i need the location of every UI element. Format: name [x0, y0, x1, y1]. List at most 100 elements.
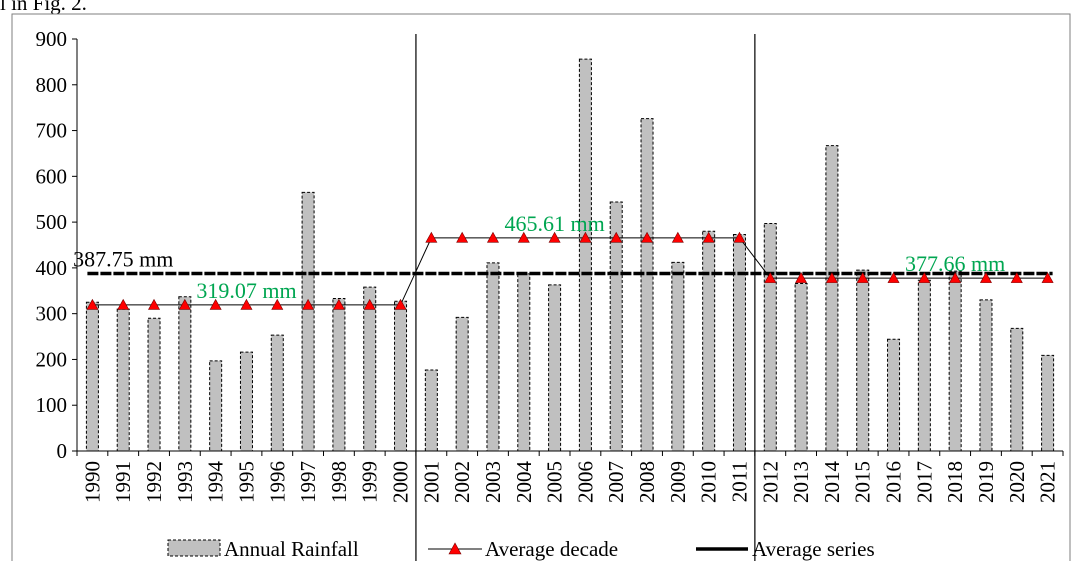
chart-border [11, 13, 1071, 561]
x-tick-label: 2011 [727, 461, 751, 502]
y-tick-label: 0 [57, 439, 68, 463]
x-tick-label: 2018 [943, 461, 967, 503]
bar-1990 [85, 301, 99, 452]
x-tick-label: 2016 [882, 461, 906, 503]
legend-swatch-average-decade-marker [448, 542, 462, 555]
annotation-label: 465.61 mm [504, 211, 604, 236]
decade-marker-2005 [548, 231, 561, 243]
y-tick-label: 500 [36, 210, 68, 234]
decade-marker-2012 [764, 271, 777, 283]
x-tick-label: 1998 [327, 461, 351, 503]
x-tick-label: 2001 [419, 461, 443, 503]
decade-marker-1992 [148, 298, 161, 310]
bar-2014 [825, 145, 839, 452]
decade-marker-2003 [486, 231, 499, 243]
decade-marker-1991 [117, 298, 130, 310]
x-tick-label: 1990 [80, 461, 104, 503]
x-tick-label: 2019 [974, 461, 998, 503]
decade-marker-2020 [1010, 271, 1023, 283]
bar-2000 [394, 300, 408, 452]
x-tick-label: 2013 [789, 461, 813, 503]
x-tick-label: 2020 [1005, 461, 1029, 503]
decade-marker-2001 [425, 231, 438, 243]
bar-1997 [301, 191, 315, 452]
x-tick-label: 2014 [820, 461, 844, 504]
x-tick-label: 2009 [666, 461, 690, 503]
decade-marker-2010 [702, 231, 715, 243]
bar-2008 [640, 118, 654, 452]
decade-marker-2008 [641, 231, 654, 243]
x-tick-label: 2002 [450, 461, 474, 503]
bar-2012 [763, 222, 777, 452]
decade-marker-1996 [271, 298, 284, 310]
bar-2011 [732, 233, 746, 452]
decade-marker-2000 [394, 298, 407, 310]
bar-2019 [979, 299, 993, 452]
decade-marker-1995 [240, 298, 253, 310]
bar-1993 [178, 296, 192, 452]
bar-2005 [548, 284, 562, 452]
legend-label-average-series: Average series [752, 537, 875, 561]
x-tick-label: 2012 [758, 461, 782, 503]
x-tick-label: 1995 [234, 461, 258, 503]
bar-2010 [702, 230, 716, 452]
x-tick-label: 2021 [1036, 461, 1060, 503]
decade-marker-2004 [517, 231, 530, 243]
y-tick-label: 300 [36, 302, 68, 326]
decade-marker-2018 [949, 271, 962, 283]
bar-2020 [1010, 327, 1024, 452]
decade-marker-2021 [1041, 271, 1054, 283]
y-tick-label: 100 [36, 393, 68, 417]
y-tick-label: 800 [36, 73, 68, 97]
bar-2021 [1041, 354, 1055, 452]
y-tick-label: 200 [36, 347, 68, 371]
decade-marker-2009 [671, 231, 684, 243]
bar-2001 [424, 369, 438, 452]
bar-2004 [517, 273, 531, 452]
bar-2003 [486, 262, 500, 452]
bar-1998 [332, 298, 346, 452]
y-tick-label: 700 [36, 119, 68, 143]
x-tick-label: 2000 [389, 461, 413, 503]
x-tick-label: 1997 [296, 461, 320, 503]
bar-1996 [270, 334, 284, 452]
bar-2017 [917, 279, 931, 452]
decade-marker-2014 [825, 271, 838, 283]
bar-2016 [887, 338, 901, 452]
bar-2002 [455, 316, 469, 452]
x-tick-label: 1993 [173, 461, 197, 503]
decade-marker-2016 [887, 271, 900, 283]
x-tick-label: 2003 [481, 461, 505, 503]
decade-marker-2007 [610, 231, 623, 243]
bar-2006 [578, 58, 592, 452]
decade-marker-2006 [579, 231, 592, 243]
average-decade-line [92, 237, 1048, 306]
y-tick-label: 400 [36, 256, 68, 280]
x-tick-label: 1999 [358, 461, 382, 503]
decade-marker-2013 [795, 271, 808, 283]
decade-marker-2017 [918, 271, 931, 283]
decade-marker-2011 [733, 231, 746, 243]
x-tick-label: 2015 [851, 461, 875, 503]
bar-2013 [794, 282, 808, 452]
x-tick-label: 2010 [697, 461, 721, 503]
x-tick-label: 2008 [635, 461, 659, 503]
y-tick-label: 900 [36, 27, 68, 51]
bar-1999 [363, 286, 377, 452]
bar-2018 [948, 270, 962, 452]
decade-marker-1990 [86, 298, 99, 310]
decade-marker-2002 [456, 231, 469, 243]
x-tick-label: 1994 [204, 461, 228, 504]
bar-1992 [147, 317, 161, 452]
decade-marker-2015 [856, 271, 869, 283]
x-tick-label: 1996 [265, 461, 289, 503]
legend-label-average-decade: Average decade [485, 537, 618, 561]
bar-1991 [116, 308, 130, 452]
x-tick-label: 2007 [604, 461, 628, 503]
legend-swatch-annual-rainfall [167, 539, 221, 557]
decade-marker-1999 [363, 298, 376, 310]
x-tick-label: 2017 [912, 461, 936, 503]
x-tick-label: 1991 [111, 461, 135, 503]
decade-marker-1993 [178, 298, 191, 310]
